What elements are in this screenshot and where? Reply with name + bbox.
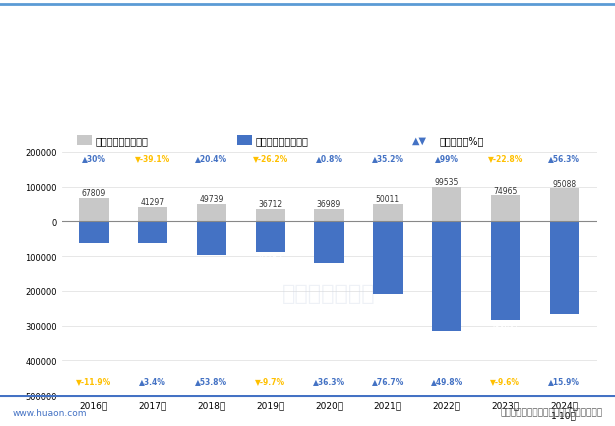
Text: ▼-26.2%: ▼-26.2% xyxy=(253,154,288,163)
Text: ▲0.8%: ▲0.8% xyxy=(315,154,343,163)
Text: 99535: 99535 xyxy=(434,178,459,187)
Text: 95088: 95088 xyxy=(552,179,576,188)
Text: 36712: 36712 xyxy=(258,199,282,208)
Text: 36989: 36989 xyxy=(317,199,341,208)
Bar xyxy=(237,136,252,146)
Text: 209630: 209630 xyxy=(373,296,402,305)
Text: 华经产业研究院: 华经产业研究院 xyxy=(282,283,376,303)
Text: ▲99%: ▲99% xyxy=(435,154,459,163)
Text: ▲56.3%: ▲56.3% xyxy=(548,154,580,163)
Text: ▲35.2%: ▲35.2% xyxy=(372,154,404,163)
Text: 2016-2024年10月广州黄埔综合保税区进、出口额: 2016-2024年10月广州黄埔综合保税区进、出口额 xyxy=(178,107,437,122)
Bar xyxy=(255,222,285,252)
Bar xyxy=(550,189,579,222)
Text: 87162: 87162 xyxy=(258,254,282,263)
Bar xyxy=(138,222,167,244)
Text: ▲49.8%: ▲49.8% xyxy=(430,376,462,385)
Bar xyxy=(138,207,167,222)
Text: www.huaon.com: www.huaon.com xyxy=(12,408,87,417)
Text: 数据来源：中国海关，华经产业研究院整理: 数据来源：中国海关，华经产业研究院整理 xyxy=(501,408,603,417)
Text: 出口总额（万美元）: 出口总额（万美元） xyxy=(95,136,148,146)
Text: ▼-9.7%: ▼-9.7% xyxy=(255,376,285,385)
Text: 67809: 67809 xyxy=(82,189,106,198)
Text: ▼-11.9%: ▼-11.9% xyxy=(76,376,111,385)
Text: ▼-9.6%: ▼-9.6% xyxy=(490,376,520,385)
Bar xyxy=(432,222,461,331)
Bar xyxy=(197,204,226,222)
Bar xyxy=(373,204,403,222)
Bar xyxy=(314,222,344,263)
Text: ▲3.4%: ▲3.4% xyxy=(139,376,166,385)
Bar xyxy=(491,196,520,222)
Text: ▲15.9%: ▲15.9% xyxy=(548,376,580,385)
Bar xyxy=(197,222,226,255)
Text: 华经情报网: 华经情报网 xyxy=(18,45,52,55)
Text: 41297: 41297 xyxy=(141,198,165,207)
Text: 313939: 313939 xyxy=(432,333,461,342)
Bar xyxy=(79,222,108,243)
Text: ▲▼: ▲▼ xyxy=(412,136,427,146)
Text: 60697: 60697 xyxy=(82,245,106,253)
Bar xyxy=(79,199,108,222)
Text: 96481: 96481 xyxy=(199,257,223,266)
Bar xyxy=(491,222,520,320)
Bar xyxy=(255,209,285,222)
Text: ▲76.7%: ▲76.7% xyxy=(371,376,404,385)
Text: 同比增速（%）: 同比增速（%） xyxy=(440,136,484,146)
Text: 74965: 74965 xyxy=(493,186,518,195)
Text: ▼-22.8%: ▼-22.8% xyxy=(488,154,523,163)
Text: 283631: 283631 xyxy=(491,322,520,331)
Text: 118776: 118776 xyxy=(315,265,343,274)
Text: ▲36.3%: ▲36.3% xyxy=(313,376,345,385)
Bar xyxy=(550,222,579,314)
Text: ▲53.8%: ▲53.8% xyxy=(196,376,228,385)
Text: 267199: 267199 xyxy=(550,317,579,325)
Bar xyxy=(77,136,92,146)
Text: ▲20.4%: ▲20.4% xyxy=(196,154,228,163)
Bar xyxy=(373,222,403,295)
Text: 62742: 62742 xyxy=(141,245,165,254)
Text: 50011: 50011 xyxy=(376,195,400,204)
Bar xyxy=(314,209,344,222)
Text: ▲30%: ▲30% xyxy=(82,154,106,163)
Bar xyxy=(432,187,461,222)
Text: 进口总额（万美元）: 进口总额（万美元） xyxy=(255,136,308,146)
Text: 49739: 49739 xyxy=(199,195,224,204)
Text: ▼-39.1%: ▼-39.1% xyxy=(135,154,170,163)
Text: 专业严谨 • 客观科学: 专业严谨 • 客观科学 xyxy=(534,45,597,55)
